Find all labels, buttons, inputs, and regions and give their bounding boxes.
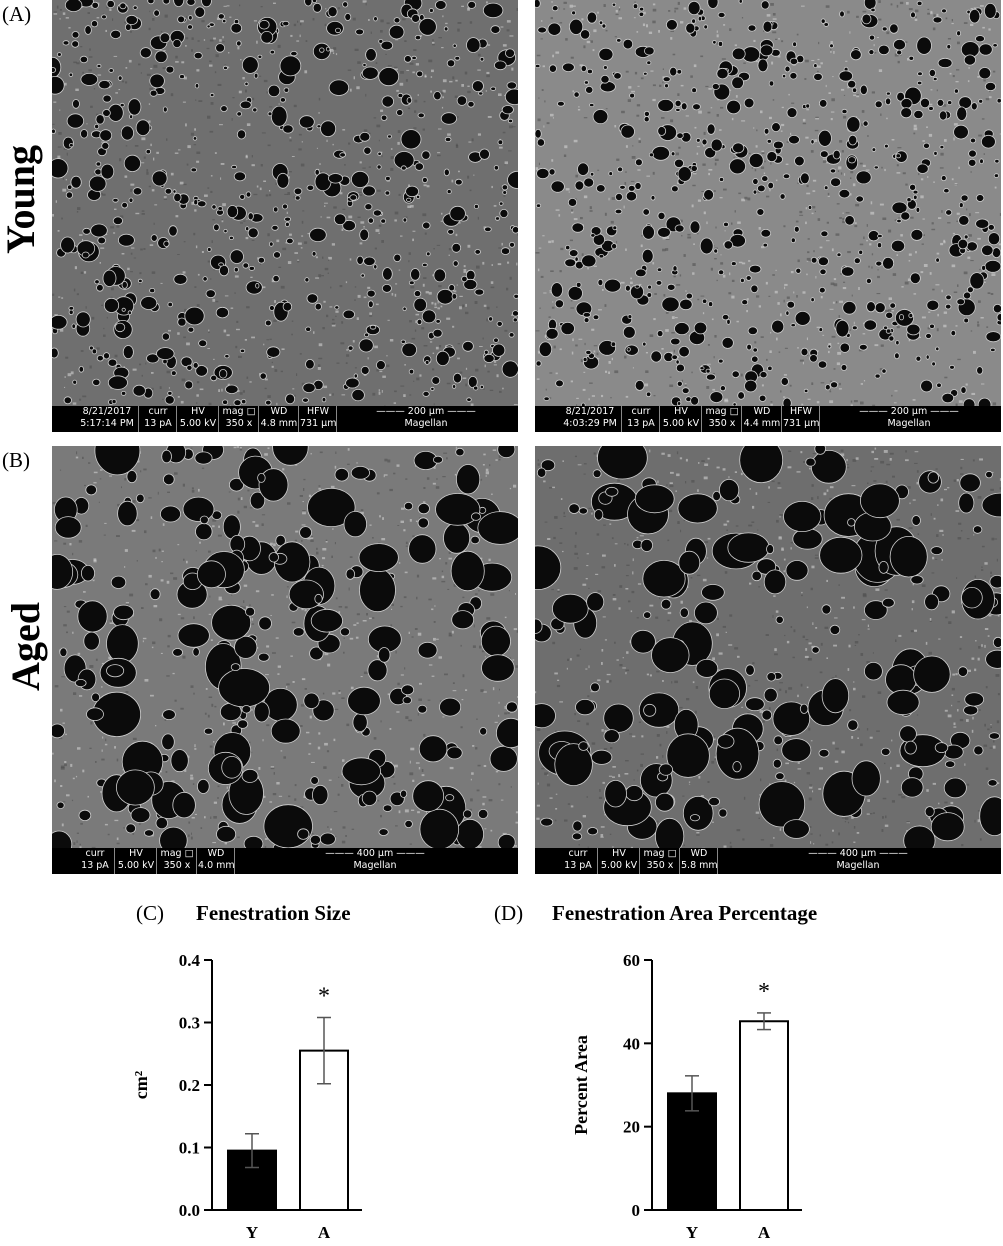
sem-info-cell: curr 13 pA <box>140 406 177 432</box>
sem-info-cell: HV 5.00 kV <box>661 406 702 432</box>
sem-scale-cell: ——— 400 µm ——— Magellan <box>808 848 908 871</box>
sem-info-cell: 8/21/2017 5:17:14 PM <box>76 406 139 432</box>
sem-info-cell: WD 4.0 mm <box>198 848 235 874</box>
sem-info-cell: HV 5.00 kV <box>116 848 157 874</box>
panel-letter-a: (A) <box>2 2 32 26</box>
sem-info-cell: curr 13 pA <box>559 848 598 874</box>
y-tick-label: 0.2 <box>179 1076 200 1095</box>
chart-title-c: Fenestration Size <box>196 901 351 925</box>
sem-info-bar: curr 13 pA HV 5.00 kV mag □ 350 x WD 4.0 mm ——— … <box>52 848 518 874</box>
y-tick-label: 40 <box>623 1034 640 1053</box>
sem-info-bar: 8/21/2017 5:17:14 PM curr 13 pA HV 5.00 kV mag… <box>52 406 518 432</box>
panel-letter-d: (D) <box>494 901 524 925</box>
x-tick-label: A <box>318 1223 331 1242</box>
x-tick-label: A <box>758 1223 771 1242</box>
y-axis-label: Percent Area <box>571 1035 591 1135</box>
sem-info-bar: 8/21/2017 4:03:29 PM curr 13 pA HV 5.00 kV mag… <box>535 406 1001 432</box>
sem-info-cell: HFW 731 µm <box>783 406 820 432</box>
sem-info-cell: WD 4.8 mm <box>260 406 299 432</box>
y-axis-label: cm² <box>131 1071 151 1099</box>
sem-info-cell: curr 13 pA <box>76 848 115 874</box>
sem-scale-cell: ——— 400 µm ——— Magellan <box>325 848 425 871</box>
y-tick-label: 0 <box>632 1201 641 1220</box>
sem-info-cell: WD 5.8 mm <box>681 848 718 874</box>
sem-info-cell: HV 5.00 kV <box>599 848 640 874</box>
sem-image-young-2: 8/21/2017 4:03:29 PM curr 13 pA HV 5.00 kV mag… <box>535 0 1001 432</box>
y-tick-label: 0.1 <box>179 1139 200 1158</box>
row-label-aged: Aged <box>2 602 48 691</box>
y-tick-label: 60 <box>623 951 640 970</box>
sem-info-cell: WD 4.4 mm <box>743 406 782 432</box>
y-tick-label: 0.0 <box>179 1201 200 1220</box>
error-bar-a <box>317 1016 331 1085</box>
y-tick-label: 0.3 <box>179 1014 200 1033</box>
chart-title-d: Fenestration Area Percentage <box>552 901 818 925</box>
error-bar-y <box>685 1075 699 1112</box>
sem-info-bar: curr 13 pA HV 5.00 kV mag □ 350 x WD 5.8 mm ——— … <box>535 848 1001 874</box>
sem-info-cell: mag □ 350 x <box>158 848 197 874</box>
x-tick-label: Y <box>686 1223 698 1242</box>
chart-fenestration-area: 0 20 40 60 Percent Area Y A * <box>571 951 802 1242</box>
panel-letter-c: (C) <box>136 901 164 925</box>
sem-scale-cell: ——— 200 µm ——— Magellan <box>376 406 476 429</box>
panel-letter-b: (B) <box>2 448 30 472</box>
sem-image-young-1: 8/21/2017 5:17:14 PM curr 13 pA HV 5.00 kV mag… <box>52 0 518 432</box>
sem-info-cell: mag □ 350 x <box>703 406 742 432</box>
x-tick-label: Y <box>246 1223 258 1242</box>
sem-info-cell: curr 13 pA <box>623 406 660 432</box>
significance-marker: * <box>318 984 330 1010</box>
sem-image-aged-2: curr 13 pA HV 5.00 kV mag □ 350 x WD 5.8 mm ——— … <box>535 446 1001 874</box>
sem-scale-cell: ——— 200 µm ——— Magellan <box>859 406 959 429</box>
error-bar-y <box>245 1133 259 1169</box>
bar-a <box>739 1020 789 1211</box>
pore-texture <box>535 446 1001 856</box>
sem-info-cell: mag □ 350 x <box>220 406 259 432</box>
row-label-young: Young <box>0 145 43 254</box>
pore-texture <box>52 0 518 408</box>
error-bar-a <box>757 1012 771 1031</box>
sem-info-cell: 8/21/2017 4:03:29 PM <box>559 406 622 432</box>
sem-info-cell: HFW 731 µm <box>300 406 337 432</box>
sem-image-aged-1: curr 13 pA HV 5.00 kV mag □ 350 x WD 4.0 mm ——— … <box>52 446 518 874</box>
pore-texture <box>52 446 518 859</box>
chart-fenestration-size: 0.0 0.1 0.2 0.3 0.4 cm² Y A * <box>131 951 362 1242</box>
pore-texture <box>535 0 1001 412</box>
y-tick-label: 0.4 <box>179 951 201 970</box>
significance-marker: * <box>758 979 770 1005</box>
sem-info-cell: HV 5.00 kV <box>178 406 219 432</box>
sem-info-cell: mag □ 350 x <box>641 848 680 874</box>
y-tick-label: 20 <box>623 1118 640 1137</box>
